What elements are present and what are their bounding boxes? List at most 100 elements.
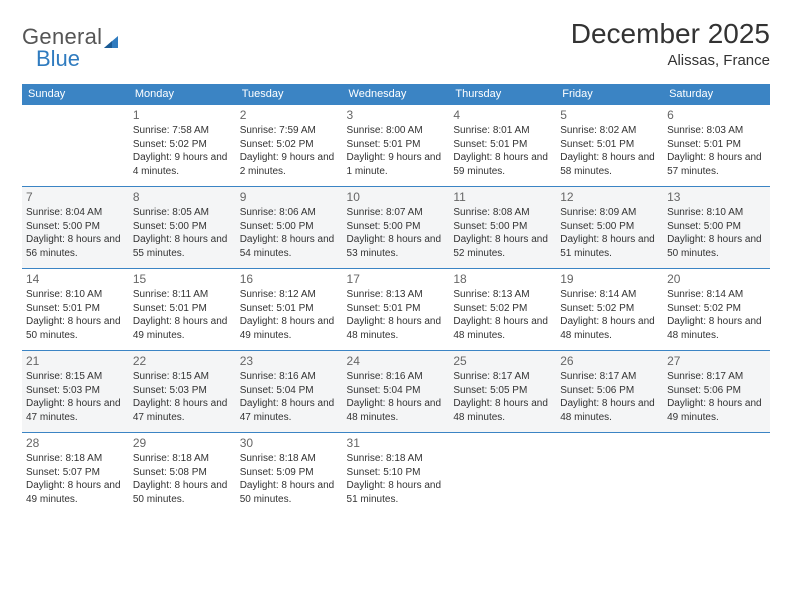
day-number: 12 [560,190,659,204]
sunset-text: Sunset: 5:02 PM [240,138,339,152]
calendar-day-cell: 29Sunrise: 8:18 AMSunset: 5:08 PMDayligh… [129,433,236,515]
sunrise-text: Sunrise: 7:59 AM [240,124,339,138]
day-number: 13 [667,190,766,204]
day-header: Sunday [22,84,129,105]
day-number: 6 [667,108,766,122]
sunrise-text: Sunrise: 8:10 AM [667,206,766,220]
calendar-day-cell: 19 Sunrise: 8:14 AMSunset: 5:02 PMDayligh… [556,269,663,351]
sunset-text: Sunset: 5:04 PM [347,384,446,398]
day-number: 29 [133,436,232,450]
daylight-text: Daylight: 8 hours and 50 minutes. [240,479,339,506]
day-number: 15 [133,272,232,286]
calendar-day-cell: 15 Sunrise: 8:11 AMSunset: 5:01 PMDayligh… [129,269,236,351]
day-number: 11 [453,190,552,204]
daylight-text: Daylight: 8 hours and 47 minutes. [240,397,339,424]
calendar-day-cell: 20Sunrise: 8:14 AMSunset: 5:02 PMDayligh… [663,269,770,351]
page-header: General Blue December 2025 Alissas, Fran… [22,18,770,72]
sunset-text: Sunset: 5:02 PM [560,302,659,316]
sunrise-text: Sunrise: 8:12 AM [240,288,339,302]
calendar-day-cell: 25Sunrise: 8:17 AMSunset: 5:05 PMDayligh… [449,351,556,433]
day-number: 23 [240,354,339,368]
sunrise-text: Sunrise: 8:13 AM [453,288,552,302]
calendar-table: Sunday Monday Tuesday Wednesday Thursday… [22,84,770,515]
daylight-text: Daylight: 8 hours and 48 minutes. [347,315,446,342]
day-number: 3 [347,108,446,122]
calendar-week-row: 28Sunrise: 8:18 AMSunset: 5:07 PMDayligh… [22,433,770,515]
sunrise-text: Sunrise: 8:11 AM [133,288,232,302]
calendar-day-cell: 31Sunrise: 8:18 AMSunset: 5:10 PMDayligh… [343,433,450,515]
calendar-day-cell: 26Sunrise: 8:17 AMSunset: 5:06 PMDayligh… [556,351,663,433]
daylight-text: Daylight: 8 hours and 50 minutes. [667,233,766,260]
calendar-header-row: Sunday Monday Tuesday Wednesday Thursday… [22,84,770,105]
daylight-text: Daylight: 8 hours and 47 minutes. [26,397,125,424]
month-title: December 2025 [571,18,770,50]
day-number: 8 [133,190,232,204]
sunset-text: Sunset: 5:02 PM [453,302,552,316]
day-number: 14 [26,272,125,286]
day-header: Saturday [663,84,770,105]
logo-sail-icon [102,34,120,50]
sunset-text: Sunset: 5:01 PM [667,138,766,152]
calendar-day-cell [22,105,129,187]
day-number: 24 [347,354,446,368]
sunrise-text: Sunrise: 8:01 AM [453,124,552,138]
calendar-day-cell: 11Sunrise: 8:08 AMSunset: 5:00 PMDayligh… [449,187,556,269]
location-label: Alissas, France [571,52,770,69]
sunset-text: Sunset: 5:01 PM [133,302,232,316]
day-number: 19 [560,272,659,286]
sunrise-text: Sunrise: 8:07 AM [347,206,446,220]
day-number: 4 [453,108,552,122]
calendar-page: General Blue December 2025 Alissas, Fran… [0,0,792,525]
sunrise-text: Sunrise: 8:04 AM [26,206,125,220]
sunset-text: Sunset: 5:01 PM [347,302,446,316]
daylight-text: Daylight: 8 hours and 48 minutes. [560,315,659,342]
calendar-day-cell: 8Sunrise: 8:05 AMSunset: 5:00 PMDaylight… [129,187,236,269]
sunset-text: Sunset: 5:01 PM [347,138,446,152]
daylight-text: Daylight: 8 hours and 57 minutes. [667,151,766,178]
daylight-text: Daylight: 8 hours and 50 minutes. [26,315,125,342]
calendar-day-cell: 28Sunrise: 8:18 AMSunset: 5:07 PMDayligh… [22,433,129,515]
sunrise-text: Sunrise: 8:14 AM [560,288,659,302]
day-number: 26 [560,354,659,368]
calendar-week-row: 1Sunrise: 7:58 AMSunset: 5:02 PMDaylight… [22,105,770,187]
sunrise-text: Sunrise: 8:17 AM [560,370,659,384]
sunrise-text: Sunrise: 8:17 AM [453,370,552,384]
sunset-text: Sunset: 5:00 PM [347,220,446,234]
daylight-text: Daylight: 8 hours and 56 minutes. [26,233,125,260]
sunset-text: Sunset: 5:03 PM [133,384,232,398]
sunrise-text: Sunrise: 8:14 AM [667,288,766,302]
day-number: 31 [347,436,446,450]
title-block: December 2025 Alissas, France [571,18,770,69]
sunset-text: Sunset: 5:01 PM [453,138,552,152]
sunset-text: Sunset: 5:07 PM [26,466,125,480]
sunrise-text: Sunrise: 8:03 AM [667,124,766,138]
calendar-day-cell: 7Sunrise: 8:04 AMSunset: 5:00 PMDaylight… [22,187,129,269]
sunrise-text: Sunrise: 8:18 AM [133,452,232,466]
sunset-text: Sunset: 5:05 PM [453,384,552,398]
calendar-day-cell: 27Sunrise: 8:17 AMSunset: 5:06 PMDayligh… [663,351,770,433]
calendar-day-cell [556,433,663,515]
sunset-text: Sunset: 5:01 PM [240,302,339,316]
calendar-day-cell: 2Sunrise: 7:59 AMSunset: 5:02 PMDaylight… [236,105,343,187]
sunset-text: Sunset: 5:00 PM [240,220,339,234]
daylight-text: Daylight: 8 hours and 49 minutes. [133,315,232,342]
daylight-text: Daylight: 8 hours and 48 minutes. [347,397,446,424]
daylight-text: Daylight: 8 hours and 49 minutes. [667,397,766,424]
day-number: 21 [26,354,125,368]
sunset-text: Sunset: 5:00 PM [560,220,659,234]
calendar-day-cell: 17Sunrise: 8:13 AMSunset: 5:01 PMDayligh… [343,269,450,351]
day-header: Wednesday [343,84,450,105]
sunrise-text: Sunrise: 8:02 AM [560,124,659,138]
sunset-text: Sunset: 5:00 PM [26,220,125,234]
sunrise-text: Sunrise: 8:18 AM [240,452,339,466]
calendar-day-cell [449,433,556,515]
daylight-text: Daylight: 8 hours and 52 minutes. [453,233,552,260]
day-number: 2 [240,108,339,122]
calendar-week-row: 21Sunrise: 8:15 AMSunset: 5:03 PMDayligh… [22,351,770,433]
sunrise-text: Sunrise: 8:13 AM [347,288,446,302]
daylight-text: Daylight: 8 hours and 48 minutes. [453,397,552,424]
calendar-day-cell: 9Sunrise: 8:06 AMSunset: 5:00 PMDaylight… [236,187,343,269]
calendar-day-cell: 10Sunrise: 8:07 AMSunset: 5:00 PMDayligh… [343,187,450,269]
calendar-day-cell: 3Sunrise: 8:00 AMSunset: 5:01 PMDaylight… [343,105,450,187]
sunrise-text: Sunrise: 8:18 AM [26,452,125,466]
